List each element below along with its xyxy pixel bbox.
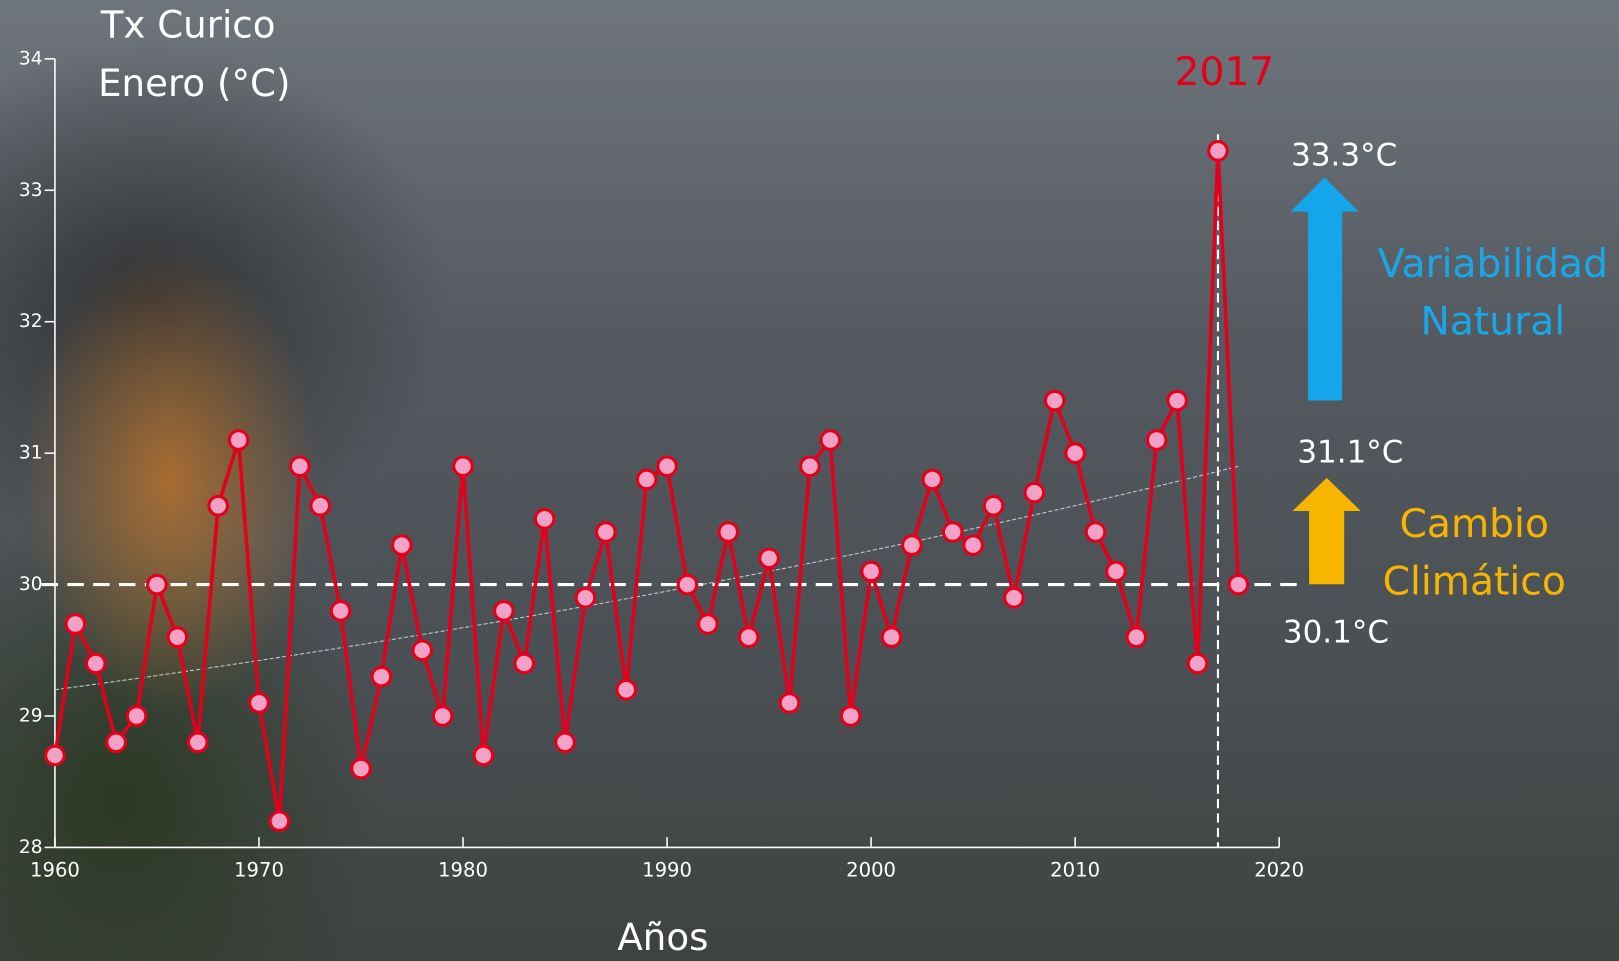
data-point xyxy=(717,521,740,543)
chart-title: Enero (°C) xyxy=(98,62,290,105)
data-point xyxy=(309,494,332,517)
data-point xyxy=(492,600,515,622)
data-point xyxy=(1084,521,1107,543)
data-point xyxy=(941,521,964,543)
x-tick-label: 2000 xyxy=(846,859,896,882)
data-point xyxy=(452,455,474,478)
data-point xyxy=(288,455,311,478)
annotation: 31.1°C xyxy=(1297,435,1403,471)
data-point xyxy=(901,534,923,556)
data-point xyxy=(105,731,127,754)
y-tick-label: 33 xyxy=(19,180,43,201)
arrows xyxy=(1290,177,1361,585)
data-point xyxy=(431,705,454,727)
data-point xyxy=(248,692,270,714)
data-point xyxy=(921,468,944,491)
data-point xyxy=(676,573,699,596)
y-tick-label: 30 xyxy=(19,574,43,595)
data-point xyxy=(390,534,413,556)
data-point xyxy=(207,494,230,517)
annotation: 30.1°C xyxy=(1283,614,1389,650)
data-point xyxy=(533,508,556,530)
data-point xyxy=(1125,626,1148,648)
data-point xyxy=(799,455,821,478)
data-point xyxy=(880,626,903,648)
x-tick-label: 1980 xyxy=(438,859,488,882)
data-point xyxy=(84,652,107,675)
annotation: Climático xyxy=(1383,560,1566,605)
y-tick-label: 32 xyxy=(19,311,43,332)
data-point xyxy=(64,613,87,635)
data-point xyxy=(1145,429,1168,451)
data-point xyxy=(329,600,352,622)
data-point xyxy=(819,429,842,451)
annotation: 33.3°C xyxy=(1291,137,1397,173)
data-point xyxy=(1207,140,1229,162)
data-point xyxy=(554,731,576,754)
data-point xyxy=(1043,389,1066,412)
data-point xyxy=(656,455,678,478)
y-tick-label: 29 xyxy=(19,706,43,727)
data-point xyxy=(227,429,250,451)
data-point xyxy=(1003,586,1025,609)
data-point xyxy=(1227,573,1250,596)
data-point xyxy=(166,626,189,648)
data-point xyxy=(574,586,597,609)
data-point xyxy=(982,494,1005,517)
x-tick-label: 2010 xyxy=(1050,859,1100,882)
orange-arrow xyxy=(1292,477,1361,585)
data-point xyxy=(472,744,495,767)
data-point xyxy=(737,626,760,648)
data-point xyxy=(268,810,291,833)
data-point xyxy=(962,534,984,556)
data-point xyxy=(1105,560,1127,583)
data-point xyxy=(758,547,780,570)
data-point xyxy=(513,652,536,675)
y-tick-label: 28 xyxy=(19,837,43,858)
x-tick-label: 1990 xyxy=(642,859,692,882)
x-tick-label: 1960 xyxy=(30,859,80,882)
data-point xyxy=(595,521,617,543)
data-point xyxy=(778,692,801,714)
data-point xyxy=(860,560,882,583)
data-point xyxy=(350,757,372,780)
annotation: Cambio xyxy=(1400,502,1549,547)
data-point xyxy=(186,731,209,754)
y-tick-label: 34 xyxy=(19,48,43,69)
annotation: Variabilidad xyxy=(1378,242,1608,287)
data-point xyxy=(44,744,66,767)
data-point xyxy=(1023,481,1046,504)
data-point xyxy=(839,705,862,727)
x-axis-label: Años xyxy=(617,916,708,959)
annotation: Natural xyxy=(1420,300,1565,345)
data-point xyxy=(370,665,393,688)
y-tick-label: 31 xyxy=(19,443,43,464)
data-point xyxy=(697,613,719,635)
x-tick-label: 2020 xyxy=(1254,859,1304,882)
data-point xyxy=(615,678,638,701)
blue-arrow xyxy=(1290,177,1359,401)
data-point xyxy=(1064,442,1086,464)
data-point xyxy=(411,639,434,662)
data-point xyxy=(635,468,658,491)
data-point xyxy=(125,705,148,727)
data-point xyxy=(1186,652,1209,675)
highlight-label: 2017 xyxy=(1175,50,1275,95)
data-point xyxy=(146,573,168,596)
x-tick-label: 1970 xyxy=(234,859,284,882)
chart-title: Tx Curico xyxy=(100,3,276,46)
trend-line xyxy=(54,465,1239,691)
data-point xyxy=(1166,389,1188,412)
